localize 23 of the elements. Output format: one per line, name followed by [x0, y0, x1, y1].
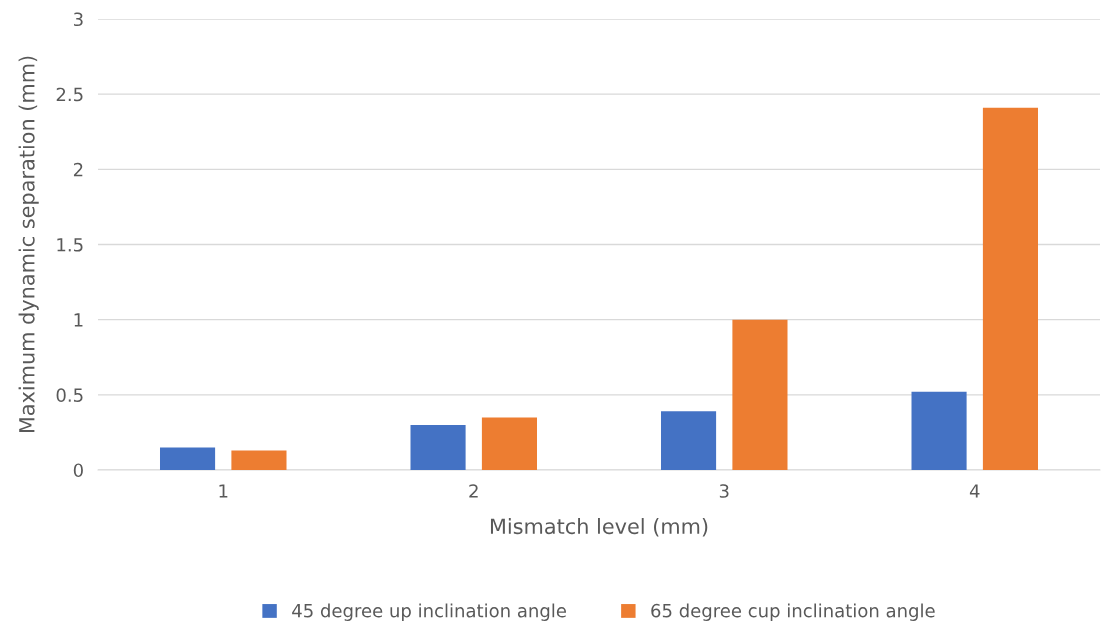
y-tick-label: 3	[74, 12, 83, 27]
bar	[481, 417, 537, 470]
x-axis-title: Mismatch level (mm)	[490, 518, 708, 537]
y-axis-title: Maximum dynamic separation (mm)	[18, 56, 39, 433]
bar	[732, 319, 788, 470]
legend-label: 65 degree cup inclination angle	[651, 603, 935, 621]
bar	[410, 424, 466, 470]
y-tick-label: 2.5	[56, 87, 83, 102]
bar	[661, 411, 717, 470]
y-tick-label: 0.5	[56, 388, 83, 402]
y-tick-label: 0	[73, 463, 83, 478]
bar	[231, 450, 287, 470]
y-tick-label: 2	[73, 162, 83, 177]
x-tick-label: 1	[219, 484, 228, 498]
y-tick-label: 1.5	[57, 238, 83, 252]
legend-label: 45 degree up inclination angle	[292, 603, 566, 621]
x-tick-label: 4	[969, 484, 980, 498]
bar	[982, 107, 1038, 470]
x-tick-label: 3	[719, 484, 729, 498]
bar	[911, 391, 967, 470]
y-tick-label: 1	[74, 313, 83, 327]
bar	[160, 447, 216, 470]
x-tick-label: 2	[469, 484, 478, 498]
